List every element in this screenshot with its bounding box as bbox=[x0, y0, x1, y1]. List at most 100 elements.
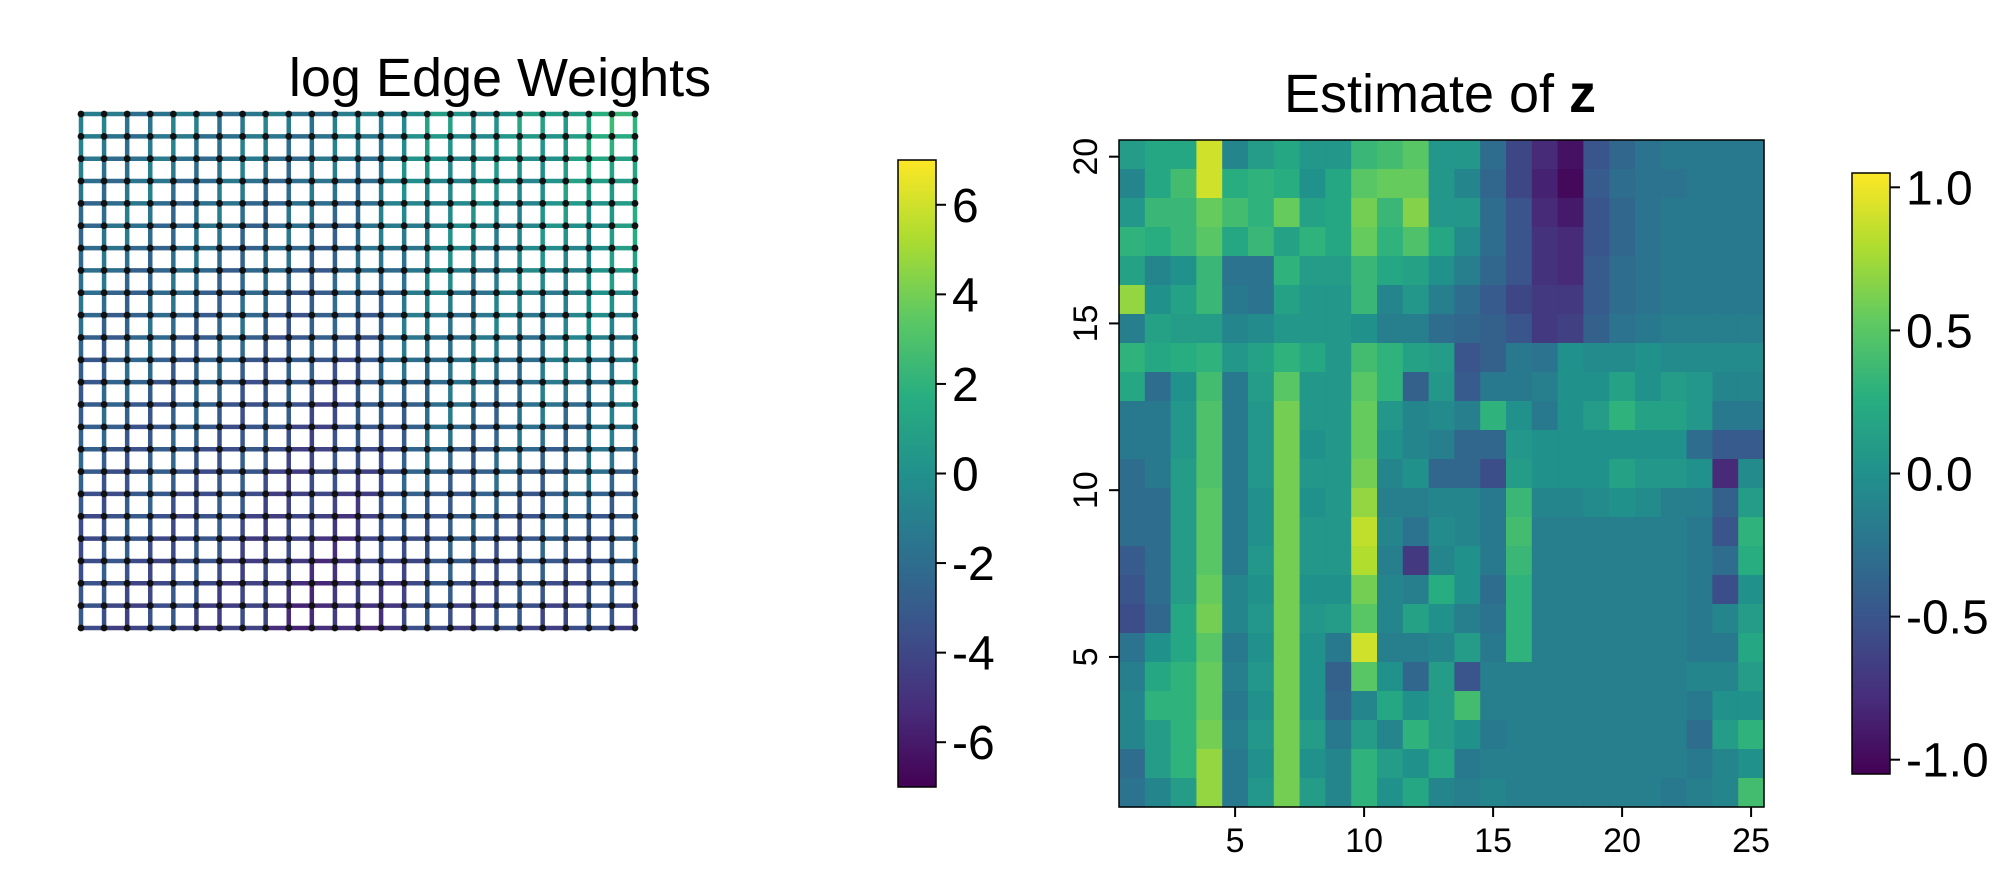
colorbar-tick-label: -1.0 bbox=[1906, 735, 1989, 788]
heatmap-cell bbox=[1531, 604, 1559, 634]
graph-node bbox=[308, 356, 316, 364]
graph-node bbox=[377, 535, 385, 543]
graph-node bbox=[516, 557, 523, 565]
heatmap-cell bbox=[1557, 401, 1584, 431]
heatmap-cell bbox=[1635, 662, 1662, 692]
y-tick-label: 10 bbox=[1067, 471, 1105, 509]
heatmap-cell bbox=[1531, 285, 1559, 315]
graph-node bbox=[193, 490, 200, 498]
heatmap-cell bbox=[1377, 430, 1404, 460]
heatmap-cell bbox=[1557, 430, 1584, 460]
heatmap-cell bbox=[1712, 459, 1739, 489]
heatmap-cell bbox=[1480, 778, 1507, 808]
heatmap-cell bbox=[1454, 430, 1481, 460]
graph-node bbox=[123, 334, 131, 341]
graph-node bbox=[262, 267, 270, 274]
graph-node bbox=[631, 356, 639, 364]
graph-node bbox=[123, 132, 131, 140]
graph-node bbox=[631, 602, 639, 610]
graph-node bbox=[585, 579, 593, 587]
heatmap-cell bbox=[1377, 401, 1404, 431]
graph-node bbox=[169, 512, 177, 520]
graph-node bbox=[562, 602, 570, 610]
graph-node bbox=[516, 222, 523, 230]
graph-title: log Edge Weights bbox=[289, 48, 711, 108]
graph-node bbox=[123, 222, 131, 230]
heatmap-cell bbox=[1635, 198, 1662, 228]
heatmap-cell bbox=[1480, 401, 1507, 431]
heatmap-cell bbox=[1506, 517, 1533, 547]
heatmap-cell bbox=[1196, 517, 1223, 547]
graph-node bbox=[608, 132, 616, 140]
graph-node bbox=[539, 311, 547, 319]
graph-node bbox=[331, 557, 339, 565]
graph-node bbox=[193, 155, 200, 163]
graph-node bbox=[608, 490, 616, 498]
graph-node bbox=[423, 222, 431, 230]
heatmap-cell bbox=[1480, 256, 1507, 286]
heatmap-cell bbox=[1222, 430, 1249, 460]
graph-node bbox=[377, 490, 385, 498]
heatmap-cell bbox=[1377, 720, 1404, 750]
heatmap-cell bbox=[1712, 749, 1739, 779]
graph-node bbox=[239, 624, 246, 632]
heatmap-cell bbox=[1377, 633, 1404, 663]
heatmap-cell bbox=[1454, 140, 1481, 170]
graph-node bbox=[470, 468, 477, 475]
graph-node bbox=[608, 401, 616, 408]
heatmap-cell bbox=[1144, 691, 1172, 721]
graph-node bbox=[539, 490, 547, 498]
heatmap-cell bbox=[1196, 169, 1223, 199]
heatmap-cell bbox=[1557, 633, 1584, 663]
heatmap-cell bbox=[1583, 459, 1610, 489]
graph-node bbox=[285, 378, 293, 386]
heatmap-cell bbox=[1248, 401, 1275, 431]
graph-node bbox=[423, 579, 431, 587]
graph-node bbox=[169, 445, 177, 453]
graph-node bbox=[331, 423, 339, 431]
graph-node bbox=[216, 378, 223, 386]
heatmap-cell bbox=[1712, 401, 1739, 431]
graph-node bbox=[470, 311, 477, 319]
heatmap-cell bbox=[1377, 488, 1404, 518]
heatmap-cell bbox=[1144, 720, 1172, 750]
heatmap-cell bbox=[1609, 227, 1636, 257]
graph-node bbox=[100, 490, 108, 498]
heatmap-cell bbox=[1273, 372, 1301, 402]
graph-node bbox=[470, 289, 477, 297]
graph-node bbox=[216, 267, 223, 274]
heatmap-cell bbox=[1402, 604, 1430, 634]
heatmap-cell bbox=[1170, 169, 1197, 199]
graph-node bbox=[146, 490, 154, 498]
graph-node bbox=[354, 445, 362, 453]
graph-node bbox=[562, 267, 570, 274]
graph-node bbox=[216, 132, 223, 140]
graph-node bbox=[516, 334, 523, 341]
heatmap-cell bbox=[1170, 488, 1197, 518]
graph-node bbox=[516, 199, 523, 207]
graph-node bbox=[100, 378, 108, 386]
heatmap-cell bbox=[1170, 285, 1197, 315]
graph-node bbox=[193, 267, 200, 274]
graph-node bbox=[400, 356, 408, 364]
graph-node bbox=[146, 267, 154, 274]
graph-node bbox=[608, 311, 616, 319]
heatmap-cell bbox=[1428, 459, 1455, 489]
heatmap-cell bbox=[1531, 575, 1559, 605]
graph-node bbox=[239, 289, 246, 297]
heatmap-cell bbox=[1583, 198, 1610, 228]
heatmap-cell bbox=[1686, 488, 1713, 518]
heatmap-cell bbox=[1351, 517, 1378, 547]
graph-node bbox=[608, 289, 616, 297]
heatmap-cell bbox=[1144, 517, 1172, 547]
graph-node bbox=[100, 244, 108, 252]
graph-node bbox=[608, 423, 616, 431]
graph-node bbox=[285, 490, 293, 498]
heatmap-cell bbox=[1299, 691, 1326, 721]
heatmap-cell bbox=[1248, 343, 1275, 373]
graph-node bbox=[146, 535, 154, 543]
heatmap-cell bbox=[1428, 169, 1455, 199]
heatmap-cell bbox=[1377, 604, 1404, 634]
graph-node bbox=[608, 199, 616, 207]
graph-node bbox=[123, 624, 131, 632]
